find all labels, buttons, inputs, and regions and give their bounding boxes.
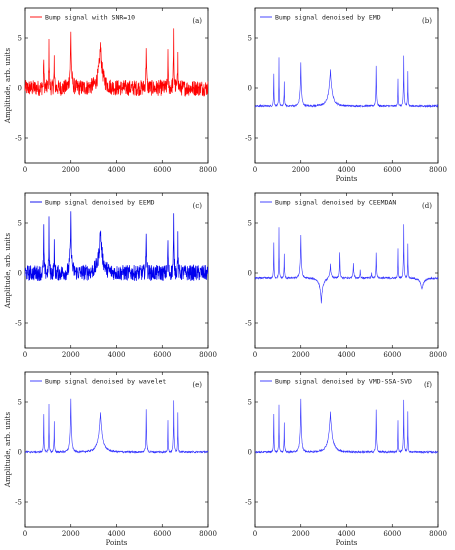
x-axis-title: Points: [106, 539, 128, 547]
x-axis-title: Points: [336, 539, 358, 547]
series-line: [254, 55, 439, 109]
y-axis-title: Amplitude, arb. units: [4, 233, 12, 310]
panel-label: (c): [193, 202, 203, 210]
panel-label: (d): [422, 202, 432, 210]
panel-label: (e): [192, 381, 202, 389]
series-line: [24, 211, 209, 282]
y-tick-label: 0: [248, 270, 252, 278]
y-tick-label: 5: [248, 35, 252, 43]
x-tick-label: 6000: [383, 351, 401, 359]
x-tick-label: 4000: [108, 530, 126, 538]
chart-panel-4: 0 2000 4000 6000 8000 -5 0 5 Bump signal denoise…: [245, 192, 447, 359]
y-tick-label: 5: [18, 220, 22, 228]
y-tick-label: -5: [245, 499, 252, 507]
legend-label: Bump signal denoised by VMD-SSA-SVD: [275, 378, 412, 386]
x-tick-label: 6000: [153, 166, 171, 174]
y-axis-title: Amplitude, arb. units: [4, 412, 12, 489]
y-tick-label: 5: [248, 399, 252, 407]
panel-label: (f): [424, 381, 432, 389]
y-tick-label: 0: [248, 449, 252, 457]
x-tick-label: 0: [253, 530, 257, 538]
chart-panel-1: 0 2000 4000 6000 8000 -5 0 5 Amplitude, arb. uni…: [4, 7, 217, 174]
y-axis-title: Amplitude, arb. units: [4, 48, 12, 125]
chart-panel-3: 0 2000 4000 6000 8000 -5 0 5 Amplitude, arb. uni…: [4, 192, 217, 359]
x-tick-label: 2000: [292, 530, 310, 538]
y-tick-label: 0: [18, 85, 22, 93]
x-tick-label: 8000: [199, 351, 217, 359]
y-tick-label: 0: [248, 85, 252, 93]
x-tick-label: 8000: [429, 530, 447, 538]
plot-frame: [254, 7, 439, 164]
chart-panel-5: 0 2000 4000 6000 8000 -5 0 5 Amplitude, arb. uni…: [4, 371, 217, 547]
x-tick-label: 2000: [62, 530, 80, 538]
x-tick-label: 4000: [338, 530, 356, 538]
chart-panel-6: 0 2000 4000 6000 8000 -5 0 5 Points Bump signal d…: [245, 371, 447, 547]
legend-label: Bump signal denoised by CEEMDAN: [275, 199, 396, 207]
legend-label: Bump signal denoised by EMD: [275, 14, 381, 22]
x-tick-label: 0: [23, 166, 27, 174]
legend-label: Bump signal with SNR=10: [45, 14, 135, 22]
y-tick-label: 5: [248, 220, 252, 228]
x-tick-label: 6000: [383, 166, 401, 174]
x-tick-label: 0: [253, 166, 257, 174]
x-tick-label: 6000: [153, 351, 171, 359]
panel-label: (b): [422, 17, 432, 25]
x-tick-label: 2000: [292, 166, 310, 174]
y-tick-label: 0: [18, 270, 22, 278]
y-tick-label: 0: [18, 449, 22, 457]
series-line: [24, 398, 209, 454]
y-tick-label: -5: [15, 499, 22, 507]
x-tick-label: 4000: [338, 166, 356, 174]
y-tick-label: -5: [245, 320, 252, 328]
x-tick-label: 4000: [338, 351, 356, 359]
series-line: [24, 28, 209, 97]
legend-label: Bump signal denoised by wavelet: [45, 378, 166, 386]
y-tick-label: 5: [18, 35, 22, 43]
x-axis-title: Points: [336, 175, 358, 183]
x-tick-label: 8000: [429, 166, 447, 174]
x-tick-label: 4000: [108, 166, 126, 174]
y-tick-label: 5: [18, 399, 22, 407]
x-tick-label: 6000: [153, 530, 171, 538]
chart-panel-2: 0 2000 4000 6000 8000 -5 0 5 Points Bump signal d…: [245, 7, 447, 183]
x-tick-label: 0: [253, 351, 257, 359]
y-tick-label: -5: [15, 135, 22, 143]
y-tick-label: -5: [245, 135, 252, 143]
plot-frame: [254, 192, 439, 349]
x-tick-label: 2000: [62, 166, 80, 174]
plot-frame: [254, 371, 439, 528]
panel-label: (a): [192, 17, 202, 25]
series-line: [254, 224, 439, 304]
x-tick-label: 6000: [383, 530, 401, 538]
x-tick-label: 0: [23, 530, 27, 538]
y-tick-label: -5: [15, 320, 22, 328]
x-tick-label: 2000: [292, 351, 310, 359]
x-tick-label: 0: [23, 351, 27, 359]
x-tick-label: 8000: [199, 166, 217, 174]
x-tick-label: 8000: [199, 530, 217, 538]
x-tick-label: 4000: [108, 351, 126, 359]
plot-frame: [24, 371, 209, 528]
x-tick-label: 8000: [429, 351, 447, 359]
legend-label: Bump signal denoised by EEMD: [45, 199, 155, 207]
x-tick-label: 2000: [62, 351, 80, 359]
series-line: [254, 398, 439, 455]
